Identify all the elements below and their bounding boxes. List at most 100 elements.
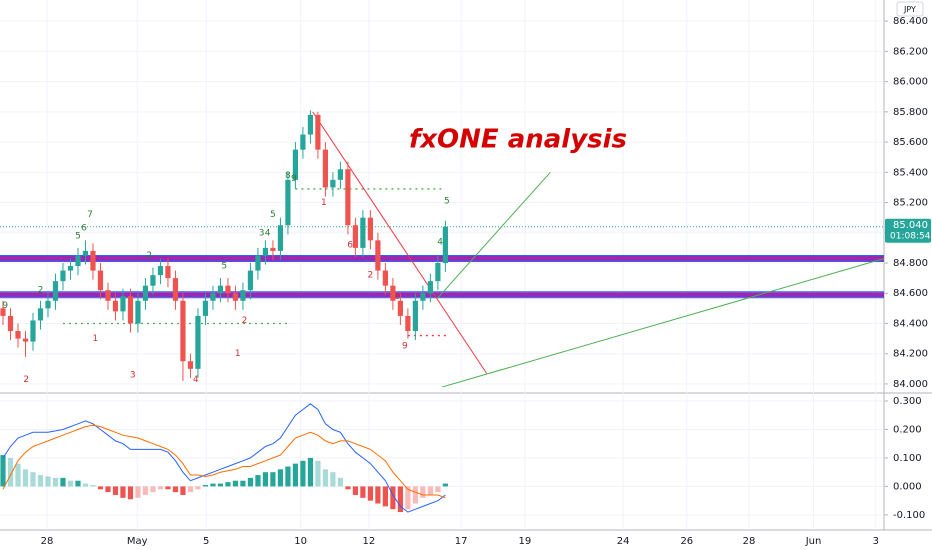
histogram-bar — [165, 486, 171, 490]
histogram-bar — [315, 460, 321, 487]
histogram-bar — [322, 469, 329, 487]
candle-body — [397, 300, 403, 316]
candle-body — [67, 266, 74, 271]
histogram-bar — [345, 486, 351, 490]
level-band — [0, 292, 884, 298]
candle-body — [277, 225, 284, 251]
histogram-bar — [337, 477, 344, 487]
td-marker: 5 — [444, 197, 450, 207]
candle-body — [30, 320, 36, 342]
annotation: fxONE analysis — [409, 125, 627, 155]
td-marker: 8 — [285, 171, 291, 181]
histogram-bar — [285, 466, 291, 487]
candle-body — [97, 270, 104, 291]
candle-body — [120, 296, 126, 312]
candle-body — [315, 114, 321, 150]
candle-body — [45, 300, 51, 309]
td-marker: 7 — [87, 210, 93, 220]
histogram-bar — [67, 480, 74, 487]
td-marker: 2 — [23, 375, 29, 385]
candle-body — [367, 217, 373, 241]
histogram-bar — [172, 486, 179, 493]
histogram-bar — [120, 486, 126, 498]
x-tick-label: 19 — [518, 536, 531, 547]
y-tick-label: 84.000 — [893, 379, 928, 390]
candle-body — [210, 293, 216, 301]
td-marker: 5 — [270, 210, 276, 220]
histogram-bar — [247, 477, 254, 487]
candle-body — [187, 361, 194, 369]
histogram-bar — [187, 486, 194, 493]
histogram-bar — [142, 486, 149, 495]
histogram-bar — [300, 460, 306, 487]
countdown: 01:08:54 — [890, 232, 931, 242]
x-tick-label: 26 — [680, 536, 693, 547]
last-price-label: 85.040 — [893, 220, 928, 231]
td-marker: 4 — [437, 237, 443, 247]
last-price-box — [885, 218, 931, 243]
histogram-bar — [420, 486, 426, 498]
candle-body — [292, 149, 299, 180]
td-marker: 4 — [265, 228, 271, 238]
candle-body — [337, 169, 344, 180]
y-tick-label: 0.000 — [893, 481, 922, 492]
td-marker: 5 — [75, 231, 81, 241]
candle-body — [345, 169, 351, 226]
candle-body — [172, 278, 179, 301]
histogram-bar — [292, 463, 299, 487]
candle-body — [165, 266, 171, 279]
histogram-bar — [382, 486, 388, 507]
histogram-bar — [352, 486, 358, 495]
histogram-bar — [112, 486, 119, 495]
x-tick-label: 10 — [294, 536, 307, 547]
y-tick-label: 86.400 — [893, 16, 928, 27]
td-marker: 9 — [2, 301, 8, 311]
candle-body — [442, 226, 448, 264]
x-tick-label: 17 — [455, 536, 468, 547]
trendline — [312, 111, 488, 374]
histogram-bar — [405, 486, 411, 510]
histogram-bar — [307, 457, 314, 487]
histogram-bar — [217, 483, 224, 487]
td-marker: 3 — [130, 370, 136, 380]
level-band — [0, 255, 884, 261]
candle-body — [37, 308, 44, 321]
candle-body — [180, 300, 186, 362]
currency-label: JPY — [903, 5, 916, 14]
candle-body — [232, 293, 239, 301]
candle-body — [150, 275, 156, 286]
histogram-bar — [240, 480, 246, 487]
candle-body — [330, 179, 336, 188]
candle-body — [75, 255, 81, 267]
candle-body — [390, 285, 396, 301]
y-tick-label: 0.100 — [893, 453, 922, 464]
candle-body — [157, 266, 164, 276]
td-marker: 9 — [402, 342, 408, 352]
histogram-bar — [367, 486, 373, 501]
td-marker: 1 — [92, 334, 98, 344]
candle-body — [247, 270, 254, 291]
histogram-bar — [210, 483, 216, 487]
candle-body — [60, 270, 66, 282]
candle-body — [135, 300, 141, 324]
x-tick-label: 28 — [743, 536, 756, 547]
y-tick-label: 84.200 — [893, 349, 928, 360]
candle-body — [412, 300, 418, 332]
candle-body — [382, 270, 388, 286]
histogram-bar — [262, 472, 269, 487]
candle-body — [15, 331, 21, 339]
y-tick-label: 85.400 — [893, 167, 928, 178]
histogram-bar — [82, 483, 89, 487]
candle-body — [360, 217, 366, 248]
x-tick-label: May — [127, 536, 148, 547]
td-marker: 1 — [321, 198, 327, 208]
histogram-bar — [37, 475, 44, 487]
candle-body — [90, 250, 96, 271]
td-marker: 2 — [368, 271, 374, 281]
histogram-bar — [225, 482, 231, 487]
histogram-bar — [195, 486, 201, 490]
histogram-bar — [127, 486, 134, 500]
y-tick-label: 85.600 — [893, 137, 928, 148]
